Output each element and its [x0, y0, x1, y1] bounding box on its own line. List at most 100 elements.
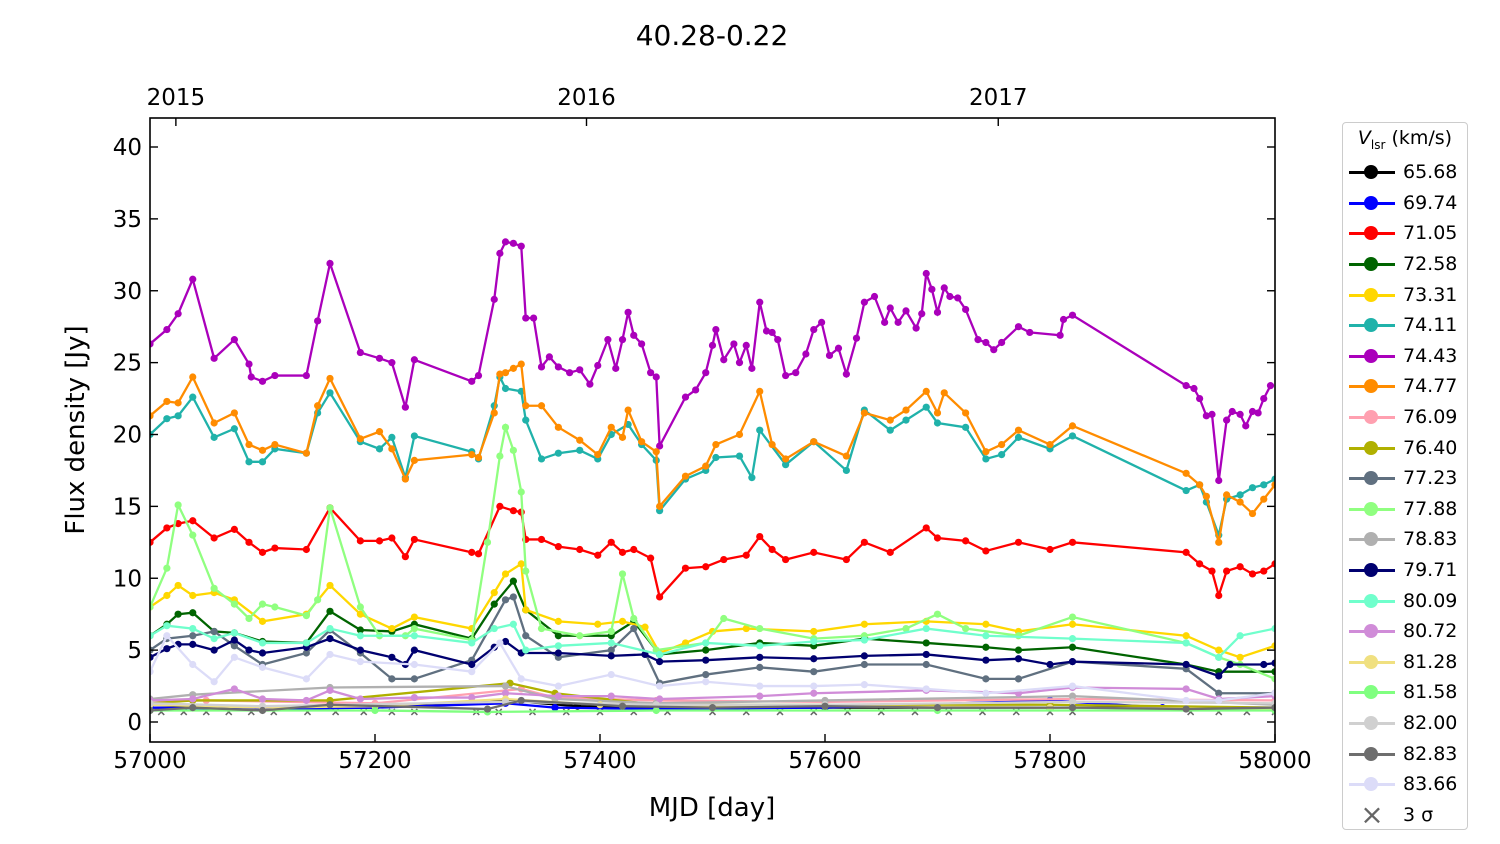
data-point: [302, 649, 310, 657]
data-point: [1215, 653, 1223, 661]
data-point: [1182, 685, 1190, 693]
data-point: [501, 384, 510, 393]
data-point: [756, 298, 764, 306]
data-point: [258, 600, 267, 608]
data-point: [702, 639, 710, 647]
data-point: [912, 324, 920, 332]
data-point: [692, 386, 700, 394]
data-point: [998, 451, 1006, 459]
data-point: [922, 403, 930, 411]
data-point: [1242, 422, 1250, 430]
legend-label: 77.23: [1403, 467, 1458, 490]
y-tick-label: 25: [113, 351, 142, 377]
data-point: [326, 635, 334, 643]
legend-swatch-icon: [1349, 593, 1395, 609]
data-point: [501, 570, 510, 578]
data-point: [1260, 660, 1268, 669]
series-group: [150, 238, 1275, 716]
data-point: [1059, 315, 1068, 324]
data-point: [490, 624, 498, 633]
data-point: [554, 649, 562, 657]
legend-label: 74.11: [1403, 314, 1458, 337]
data-point: [566, 369, 574, 377]
data-point: [501, 637, 510, 646]
data-point: [1068, 698, 1077, 706]
legend-item-3sigma: × 3 σ: [1343, 799, 1467, 830]
legend-swatch-icon: [1349, 164, 1395, 180]
data-point: [756, 426, 764, 434]
legend-item-78.83: 78.83: [1343, 524, 1467, 555]
x-tick-label: 57000: [113, 748, 186, 774]
data-point: [1068, 635, 1077, 643]
data-point: [258, 446, 267, 454]
data-point: [652, 448, 660, 456]
legend-swatch-icon: [1349, 195, 1395, 211]
data-point: [630, 331, 638, 339]
data-point: [258, 639, 267, 647]
data-point: [490, 295, 498, 303]
data-point: [517, 696, 525, 705]
legend-item-77.88: 77.88: [1343, 494, 1467, 525]
series-line: [150, 595, 1275, 695]
data-point: [490, 409, 498, 417]
data-point: [1014, 675, 1023, 683]
series-line: [150, 699, 1275, 711]
data-point: [982, 689, 990, 697]
data-point: [730, 340, 738, 348]
data-point: [501, 369, 510, 377]
data-point: [712, 453, 720, 462]
data-point: [618, 702, 627, 710]
data-point: [163, 524, 171, 532]
legend-swatch-icon: [1349, 776, 1395, 792]
data-point: [1236, 563, 1244, 571]
data-point: [210, 584, 218, 592]
data-point: [230, 409, 238, 417]
data-point: [1014, 426, 1023, 434]
legend-item-83.66: 83.66: [1343, 769, 1467, 800]
data-point: [756, 653, 764, 661]
legend-label: 82.83: [1403, 742, 1458, 765]
data-point: [1068, 311, 1077, 319]
data-point: [702, 678, 710, 686]
legend-title-v: V: [1357, 127, 1371, 149]
legend-label: 65.68: [1403, 161, 1458, 184]
data-point: [928, 285, 936, 293]
data-point: [1182, 548, 1190, 556]
data-point: [782, 555, 790, 564]
data-point: [509, 620, 517, 628]
data-point: [189, 624, 197, 633]
data-point: [326, 686, 334, 694]
data-point: [302, 612, 310, 620]
data-point: [792, 369, 800, 377]
data-point: [230, 629, 238, 637]
legend-label: 81.58: [1403, 681, 1458, 704]
legend-swatch-icon: [1349, 225, 1395, 241]
data-point: [624, 308, 632, 316]
data-point: [594, 620, 602, 628]
data-point: [163, 564, 171, 572]
data-point: [1254, 409, 1262, 417]
data-point: [1215, 538, 1223, 546]
data-point: [468, 693, 476, 702]
data-point: [922, 660, 930, 669]
data-point: [982, 643, 990, 651]
data-point: [1215, 646, 1223, 654]
data-point: [1068, 704, 1077, 712]
data-point: [802, 350, 810, 358]
data-point: [210, 646, 218, 654]
data-point: [782, 371, 790, 380]
data-point: [302, 639, 310, 647]
data-point: [496, 249, 504, 257]
data-point: [271, 440, 279, 449]
data-point: [1014, 538, 1023, 546]
legend-label: 72.58: [1403, 253, 1458, 276]
data-point: [825, 351, 834, 360]
legend-swatch-icon: [1349, 623, 1395, 639]
data-point: [1046, 660, 1054, 669]
data-point: [1223, 567, 1231, 575]
plot-frame: [149, 117, 1276, 743]
data-point: [1190, 384, 1198, 393]
data-point: [842, 370, 850, 378]
data-point: [902, 416, 910, 424]
data-point: [174, 412, 182, 420]
